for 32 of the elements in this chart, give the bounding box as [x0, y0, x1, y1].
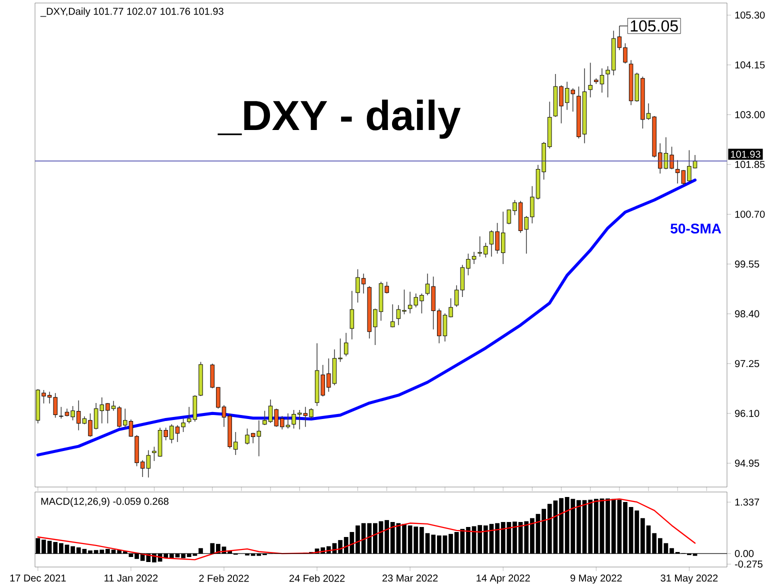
- candlestick: [350, 290, 354, 340]
- y-tick-label: 100.70: [735, 210, 765, 218]
- y-tick-label: 98.40: [735, 310, 760, 318]
- y-tick-label: 96.10: [735, 410, 760, 417]
- annotation: 105.05: [630, 20, 678, 32]
- text: MACD(12,26,9) -0.059 0.268: [41, 498, 168, 507]
- candlestick: [344, 332, 348, 357]
- y-tick-label: 105.30: [735, 12, 765, 19]
- x-tick-label: 23 Mar 2022: [382, 574, 438, 582]
- y-tick-label: 104.15: [735, 61, 765, 68]
- x-tick-label: 2 Feb 2022: [199, 574, 249, 582]
- x-tick-label: 31 May 2022: [660, 574, 718, 584]
- y-tick-label: 0.00: [734, 550, 754, 558]
- y-tick-label: 97.25: [735, 360, 760, 368]
- line-series: [37, 498, 696, 560]
- x-tick-label: 24 Feb 2022: [289, 574, 345, 582]
- x-tick-label: 11 Jan 2022: [104, 574, 158, 582]
- y-tick-label: -0.275: [734, 560, 762, 568]
- ref-line-label: 101.93: [730, 150, 760, 158]
- candlestick: [588, 62, 592, 98]
- x-tick-label: 14 Apr 2022: [476, 574, 530, 584]
- y-tick-label: 94.95: [735, 460, 760, 467]
- x-tick-label: 17 Dec 2021: [10, 574, 66, 582]
- text: 50-SMA: [670, 224, 722, 234]
- candlestick: [390, 304, 395, 328]
- chart-subtitle: _DXY,Daily 101.77 102.07 101.76 101.93: [40, 8, 224, 17]
- y-tick-label: 1.337: [735, 498, 760, 506]
- y-tick-label: 103.00: [735, 111, 765, 118]
- y-tick-label: 99.55: [735, 260, 760, 268]
- text: _DXY - daily: [218, 100, 461, 139]
- y-tick-label: 101.85: [735, 160, 765, 168]
- x-tick-label: 9 May 2022: [570, 574, 622, 584]
